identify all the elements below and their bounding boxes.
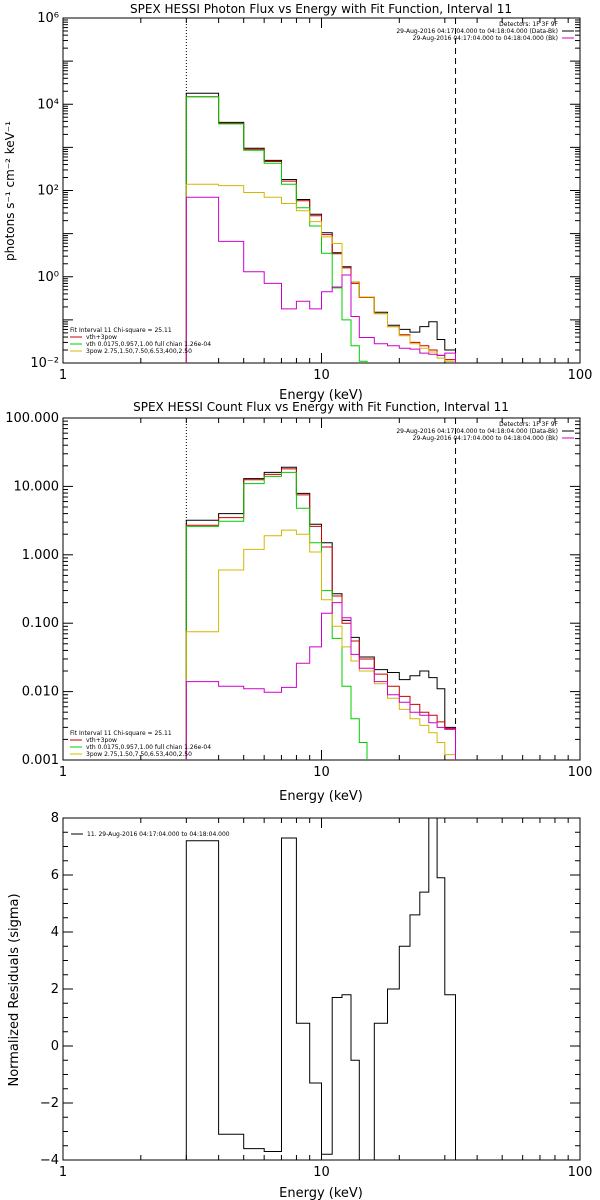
- photon-x-tick-label: 1: [59, 368, 67, 383]
- count-series-3: [185, 529, 456, 760]
- photon-series-0: [185, 92, 456, 363]
- count-y-tick-label: 100.000: [5, 411, 59, 426]
- count-plot-area: 1 10 100 0.001 0.010 0.100 1.000 10.000 100.000 D…: [5, 411, 593, 780]
- residual-x-tick-label: 1: [59, 1165, 67, 1180]
- count-legend-tr-text: 29-Aug-2016 04:17:04.000 to 04:18:04.000…: [396, 428, 558, 435]
- photon-y-tick-label: 10⁰: [37, 270, 59, 285]
- count-legend-bl-text: vth+3pow: [86, 737, 117, 744]
- photon-legend-bl-text: vth 0.0175,0.957,1.00 full chian 1.26e-0…: [86, 341, 211, 348]
- photon-x-tick-label: 10: [313, 368, 330, 383]
- count-legend-tr-text: 29-Aug-2016 04:17:04.000 to 04:18:04.000…: [413, 435, 558, 442]
- count-series-4: [185, 602, 456, 760]
- photon-chart-title: SPEX HESSI Photon Flux vs Energy with Fi…: [130, 2, 512, 16]
- residual-plot-area: 1 10 100 −4 −2 0 2 4 6 8 11. 29-Aug-2016 04:17:04.…: [40, 811, 593, 1180]
- count-series-group: [185, 466, 456, 760]
- residual-y-tick-label: 0: [51, 1039, 59, 1054]
- residual-series-group: [185, 818, 456, 1160]
- residual-y-tick-label: 2: [51, 982, 59, 997]
- photon-series-2: [185, 96, 368, 363]
- panel-count-flux: SPEX HESSI Count Flux vs Energy with Fit…: [133, 400, 509, 804]
- count-series-0: [185, 466, 456, 760]
- count-y-tick-label: 0.100: [22, 616, 59, 631]
- count-x-tick-label: 100: [568, 765, 593, 780]
- count-x-tick-label: 1: [59, 765, 67, 780]
- panel-residuals: Normalized Residuals (sigma) Energy (keV…: [7, 893, 363, 1200]
- photon-legend-bl-text: vth+3pow: [86, 334, 117, 341]
- count-y-tick-label: 10.000: [14, 479, 60, 494]
- photon-legend-tr-text: 29-Aug-2016 04:17:04.000 to 04:18:04.000…: [413, 35, 558, 42]
- residual-y-tick-label: −4: [40, 1153, 59, 1168]
- residual-y-tick-label: 8: [51, 811, 59, 826]
- count-legend-tr-text: Detectors: 1F 3F 9F: [499, 421, 558, 428]
- residual-y-tick-label: −2: [40, 1096, 59, 1111]
- photon-frame: [62, 17, 581, 364]
- residual-y-axis-label: Normalized Residuals (sigma): [7, 893, 22, 1086]
- count-y-tick-label: 1.000: [22, 548, 59, 563]
- photon-series-4: [185, 196, 456, 363]
- count-legend-bl-text: 3pow 2.75,1.50,7.50,6.53,400,2.50: [86, 751, 192, 758]
- photon-x-tick-label: 100: [568, 368, 593, 383]
- photon-legend-tr-text: Detectors: 1F 3F 9F: [499, 21, 558, 28]
- photon-plot-area: 1 10 100 10⁻² 10⁰ 10² 10⁴ 10⁶ Detectors: 1F 3F 9…: [30, 11, 592, 383]
- photon-series-3: [185, 183, 456, 363]
- residual-x-tick-label: 10: [313, 1165, 330, 1180]
- photon-y-tick-label: 10⁶: [37, 11, 59, 26]
- photon-x-axis-label: Energy (keV): [279, 388, 363, 403]
- photon-y-axis-label: photons s⁻¹ cm⁻² keV⁻¹: [3, 121, 17, 261]
- photon-legend-tr-text: 29-Aug-2016 04:17:04.000 to 04:18:04.000…: [396, 28, 558, 35]
- residual-series-0: [185, 818, 456, 1160]
- photon-legend-bl-text: 3pow 2.75,1.50,7.50,6.53,400,2.50: [86, 348, 192, 355]
- count-y-tick-label: 0.010: [22, 685, 59, 700]
- photon-legend-bl-text: Fit Interval 11 Chi-square = 25.11: [70, 327, 172, 334]
- residual-y-tick-label: 6: [51, 868, 59, 883]
- photon-y-tick-label: 10⁴: [37, 97, 59, 112]
- count-series-2: [185, 471, 368, 760]
- photon-y-tick-label: 10⁻²: [30, 356, 59, 371]
- count-x-axis-label: Energy (keV): [279, 789, 363, 804]
- count-chart-title: SPEX HESSI Count Flux vs Energy with Fit…: [133, 400, 509, 414]
- photon-series-1: [185, 96, 456, 363]
- count-y-tick-label: 0.001: [22, 753, 59, 768]
- photon-y-tick-label: 10²: [37, 184, 59, 199]
- panel-photon-flux: SPEX HESSI Photon Flux vs Energy with Fi…: [3, 2, 512, 403]
- photon-series-group: [185, 92, 456, 363]
- count-legend-bl-text: Fit Interval 11 Chi-square = 25.11: [70, 730, 172, 737]
- residual-x-tick-label: 100: [568, 1165, 593, 1180]
- residual-x-axis-label: Energy (keV): [279, 1186, 363, 1200]
- residual-legend-tl-text: 11. 29-Aug-2016 04:17:04.000 to 04:18:04…: [87, 831, 230, 838]
- count-legend-bl-text: vth 0.0175,0.957,1.00 full chian 1.26e-0…: [86, 744, 211, 751]
- residual-y-tick-label: 4: [51, 925, 59, 940]
- count-x-tick-label: 10: [313, 765, 330, 780]
